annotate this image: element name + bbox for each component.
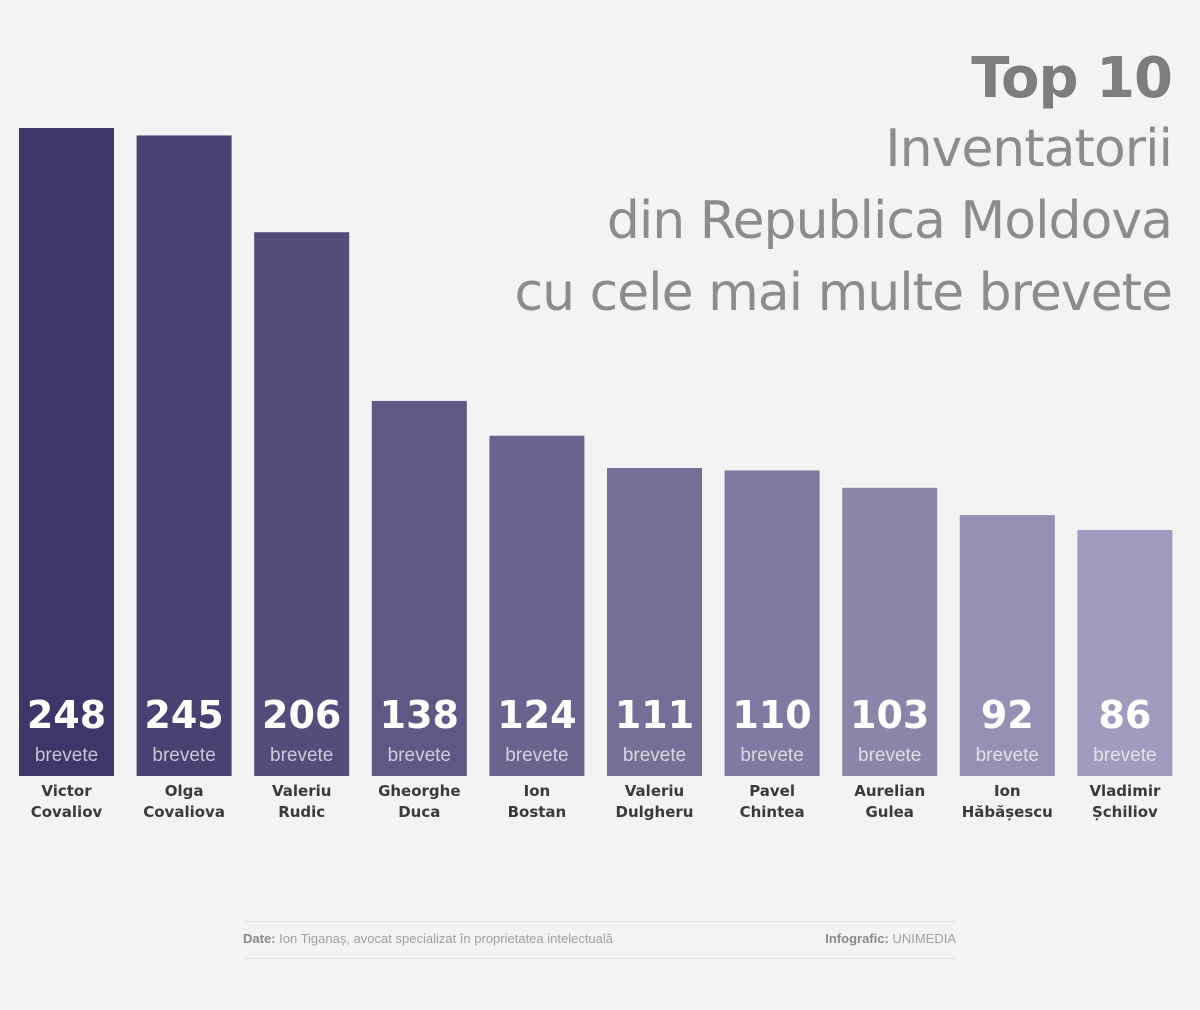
bar bbox=[254, 232, 350, 776]
category-label: Victor bbox=[41, 782, 92, 800]
bar bbox=[371, 400, 467, 776]
bar-unit-label: brevete bbox=[976, 745, 1039, 766]
bar bbox=[136, 135, 232, 776]
category-label: Ion bbox=[524, 782, 551, 800]
bar-unit-label: brevete bbox=[152, 745, 215, 766]
category-label: Chintea bbox=[740, 803, 805, 821]
title-line4: cu cele mai multe brevete bbox=[514, 263, 1173, 323]
bar-value-label: 103 bbox=[850, 693, 929, 737]
bar-unit-label: brevete bbox=[270, 745, 333, 766]
category-label: Vladimir bbox=[1089, 782, 1161, 800]
category-label: Duca bbox=[398, 803, 440, 821]
title-line3: din Republica Moldova bbox=[606, 191, 1173, 251]
category-label: Dulgheru bbox=[616, 803, 694, 821]
title-line2: Inventatorii bbox=[885, 119, 1173, 179]
category-label: Covaliov bbox=[31, 803, 103, 821]
category-label: Valeriu bbox=[625, 782, 684, 800]
bar-chart: 248 brevete Victor Covaliov 245 brevete Olga Co… bbox=[19, 128, 1173, 821]
bar-value-label: 248 bbox=[27, 693, 106, 737]
bar-value-label: 138 bbox=[380, 693, 459, 737]
category-label: Ion bbox=[994, 782, 1021, 800]
title-line1: Top 10 bbox=[971, 46, 1173, 111]
bar-unit-label: brevete bbox=[388, 745, 451, 766]
bar bbox=[1077, 530, 1173, 776]
bar-value-label: 86 bbox=[1098, 693, 1151, 737]
bar bbox=[489, 435, 585, 776]
bar-unit-label: brevete bbox=[1093, 745, 1156, 766]
bar bbox=[607, 467, 702, 776]
category-label: Valeriu bbox=[272, 782, 331, 800]
bar-unit-label: brevete bbox=[623, 745, 686, 766]
bar-value-label: 110 bbox=[732, 693, 811, 737]
source-text: Ion Tiganaș, avocat specializat în propr… bbox=[279, 931, 614, 946]
category-label: Covaliova bbox=[143, 803, 225, 821]
bar-unit-label: brevete bbox=[858, 745, 921, 766]
bar-value-label: 124 bbox=[497, 693, 576, 737]
category-label: Gulea bbox=[865, 803, 913, 821]
category-label: Pavel bbox=[749, 782, 795, 800]
bar-unit-label: brevete bbox=[35, 745, 98, 766]
credit-label: Infografic: bbox=[825, 931, 889, 946]
category-label: Aurelian bbox=[854, 782, 925, 800]
category-label: Olga bbox=[165, 782, 204, 800]
category-label: Șchiliov bbox=[1092, 803, 1158, 821]
category-label: Hăbășescu bbox=[962, 803, 1053, 821]
category-label: Bostan bbox=[508, 803, 567, 821]
bar bbox=[19, 128, 114, 776]
chart-title: Top 10 Inventatorii din Republica Moldov… bbox=[514, 45, 1173, 329]
footer: Date: Ion Tiganaș, avocat specializat în… bbox=[243, 921, 956, 959]
bar-unit-label: brevete bbox=[505, 745, 568, 766]
source-label: Date: bbox=[243, 931, 276, 946]
bar bbox=[959, 515, 1055, 776]
bar bbox=[724, 470, 820, 776]
credit-text: UNIMEDIA bbox=[892, 931, 956, 946]
category-label: Gheorghe bbox=[378, 782, 460, 800]
bar-unit-label: brevete bbox=[740, 745, 803, 766]
category-label: Rudic bbox=[278, 803, 325, 821]
bar-value-label: 245 bbox=[144, 693, 223, 737]
bar-value-label: 92 bbox=[981, 693, 1034, 737]
bar-value-label: 206 bbox=[262, 693, 341, 737]
bar-value-label: 111 bbox=[615, 693, 694, 737]
bar bbox=[842, 487, 938, 776]
